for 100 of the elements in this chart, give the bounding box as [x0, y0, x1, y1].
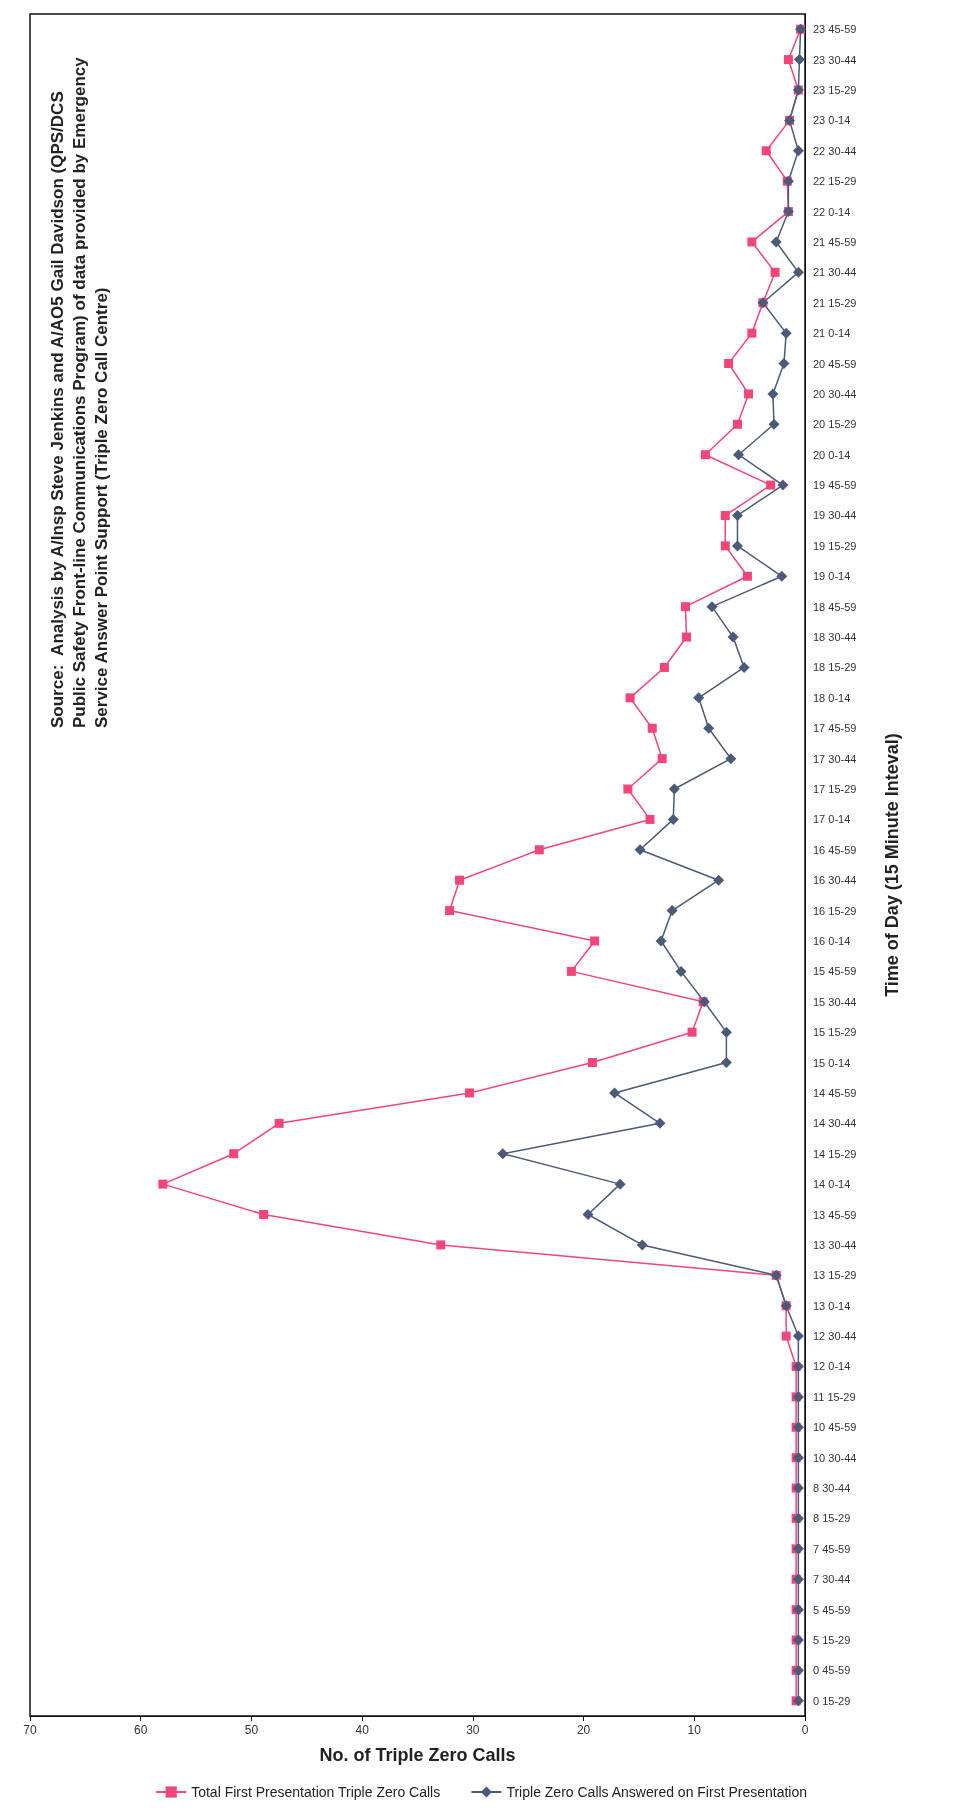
point [700, 450, 710, 460]
y-tick-label: 20 15-29 [813, 418, 857, 431]
x-tick-label: 70 [23, 1723, 37, 1737]
y-tick-label: 18 30-44 [813, 631, 857, 644]
y-tick-label: 5 15-29 [813, 1634, 851, 1647]
annotation: Source: Analysis by A/Insp Steve Jenkins and A/AO5 Gail Davidson (QPS/DCS Public Safety Front-line Communications Program) of data provided by Emergency Service Answer Point Support (Triple Zero Call Centre) [47, 52, 111, 728]
y-tick-label: 16 45-59 [813, 843, 857, 856]
point [703, 722, 715, 734]
point [655, 935, 667, 947]
legend-label: Triple Zero Calls Answered on First Presentation [506, 1784, 808, 1800]
y-tick-label: 14 0-14 [813, 1178, 851, 1191]
point [776, 570, 788, 582]
point [770, 267, 780, 277]
point [731, 509, 743, 521]
point [534, 845, 544, 855]
y-tick-label: 13 30-44 [813, 1238, 857, 1251]
x-axis-title: No. of Triple Zero Calls [319, 1745, 516, 1765]
y-tick-label: 11 15-29 [813, 1390, 856, 1403]
point [783, 55, 793, 65]
point [693, 692, 705, 704]
point [777, 479, 789, 491]
y-tick-label: 21 30-44 [813, 266, 857, 279]
y-tick-label: 17 0-14 [813, 813, 851, 826]
x-tick-label: 50 [244, 1723, 259, 1737]
y-tick-label: 20 0-14 [813, 448, 851, 461]
point [587, 1058, 597, 1068]
y-tick-label: 13 15-29 [813, 1269, 857, 1282]
y-tick-label: 17 45-59 [813, 722, 857, 735]
y-tick-label: 0 15-29 [813, 1694, 851, 1707]
y-tick-label: 21 0-14 [813, 327, 851, 340]
point [582, 1209, 594, 1221]
point [761, 146, 771, 156]
y-tick-label: 15 30-44 [813, 995, 857, 1008]
x-tick-label: 0 [801, 1723, 809, 1737]
y-tick-label: 15 15-29 [813, 1026, 857, 1039]
y-tick-label: 21 45-59 [813, 235, 857, 248]
point [614, 1178, 626, 1190]
point [747, 237, 757, 247]
point [778, 358, 790, 370]
y-tick-label: 16 30-44 [813, 874, 857, 887]
x-tick-label: 20 [576, 1723, 591, 1737]
legend-label: Total First Presentation Triple Zero Calls [191, 1784, 441, 1800]
point [590, 936, 600, 946]
point [770, 236, 782, 248]
y-tick-label: 19 0-14 [813, 570, 851, 583]
y-tick-label: 23 15-29 [813, 83, 857, 96]
point [793, 54, 805, 66]
y-tick-label: 10 30-44 [813, 1451, 857, 1464]
point [742, 571, 752, 581]
point [720, 510, 730, 520]
point [623, 784, 633, 794]
point [657, 754, 667, 764]
y-tick-label: 22 15-29 [813, 175, 857, 188]
y-tick-label: 13 45-59 [813, 1208, 857, 1221]
point [609, 1087, 621, 1099]
point [792, 145, 804, 157]
y-tick-label: 7 30-44 [813, 1573, 851, 1586]
point [747, 328, 757, 338]
x-tick-label: 60 [134, 1723, 148, 1737]
y-tick-label: 15 45-59 [813, 965, 857, 978]
y-tick-label: 21 15-29 [813, 296, 857, 309]
point [667, 813, 679, 825]
point [636, 1239, 648, 1251]
point [680, 602, 690, 612]
point [732, 419, 742, 429]
y-tick-label: 8 30-44 [813, 1482, 851, 1495]
point [780, 327, 792, 339]
y-tick-label: 12 0-14 [813, 1360, 851, 1373]
point [713, 874, 725, 886]
point [792, 266, 804, 278]
y-tick-label: 13 0-14 [813, 1299, 851, 1312]
point [767, 388, 779, 400]
y-tick-label: 14 30-44 [813, 1117, 857, 1130]
y-tick-label: 8 15-29 [813, 1512, 851, 1525]
point [497, 1148, 509, 1160]
point [725, 753, 737, 765]
point [634, 844, 646, 856]
point [720, 541, 730, 551]
point [436, 1240, 446, 1250]
point [465, 1088, 475, 1098]
point [645, 814, 655, 824]
point [158, 1179, 168, 1189]
y-tick-label: 23 45-59 [813, 23, 857, 36]
y-tick-label: 22 30-44 [813, 144, 857, 157]
point [738, 661, 750, 673]
point [647, 723, 657, 733]
y-tick-label: 18 45-59 [813, 600, 857, 613]
point [668, 783, 680, 795]
point [792, 1330, 804, 1342]
y-tick-label: 7 45-59 [813, 1542, 851, 1555]
y-tick-label: 19 45-59 [813, 479, 857, 492]
y-tick-label: 14 45-59 [813, 1086, 857, 1099]
point [625, 693, 635, 703]
point [445, 906, 455, 916]
y-tick-label: 14 15-29 [813, 1147, 857, 1160]
y-tick-label: 17 15-29 [813, 783, 857, 796]
point [731, 540, 743, 552]
point [659, 662, 669, 672]
y-tick-label: 0 45-59 [813, 1664, 851, 1677]
point [733, 449, 745, 461]
